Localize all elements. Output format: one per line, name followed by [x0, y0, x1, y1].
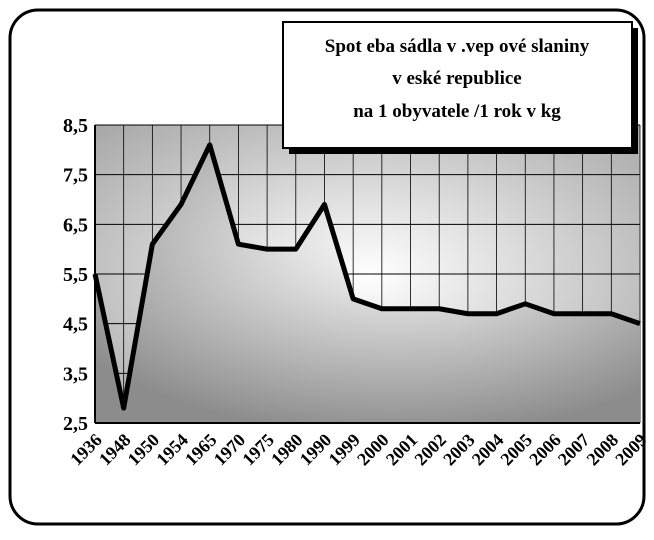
chart-title: Spot eba sádla v .vep ové slaniny	[325, 36, 590, 57]
line	[92, 142, 641, 411]
y-tick-label: 4,5	[63, 314, 88, 336]
area	[95, 144, 640, 423]
y-tick-label: 8,5	[63, 115, 88, 137]
y-tick-label: 2,5	[63, 413, 88, 435]
y-tick-label: 3,5	[63, 363, 88, 385]
y-tick-label: 5,5	[63, 264, 88, 286]
title-box	[282, 21, 633, 149]
chart-title: v eské republice	[392, 68, 521, 89]
y-tick-label: 7,5	[63, 165, 88, 187]
chart-title: na 1 obyvatele /1 rok v kg	[353, 101, 561, 122]
y-tick-label: 6,5	[63, 214, 88, 236]
